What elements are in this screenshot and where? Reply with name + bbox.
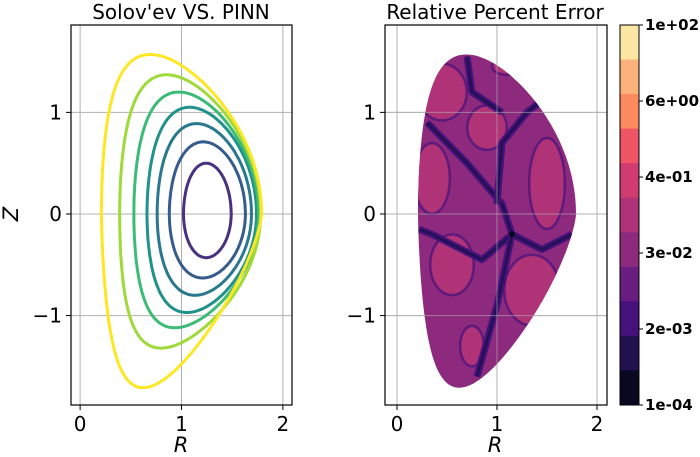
colorbar-tick-label: 6e+00 [645,92,699,110]
x-tick-label: 2 [277,412,290,436]
left-ylabel: Z [0,206,23,222]
colorbar-band [620,59,639,95]
colorbar-tick-label: 1e+02 [645,16,699,34]
left-ticks: 0 1 2 −1 0 1 [33,100,290,436]
error-blob [418,141,452,216]
error-field-region [418,54,576,388]
colorbar-tick-label: 2e-03 [645,320,693,338]
colorbar-band [620,94,639,130]
right-title: Relative Percent Error [386,0,604,24]
contour-line [118,73,263,350]
contour-line [182,161,233,260]
colorbar-band [620,301,639,337]
colorbar-band [620,370,639,406]
colorbar-band [620,197,639,233]
y-tick-label: 0 [49,202,62,226]
contour-lines [99,53,264,390]
left-title: Solov'ev VS. PINN [92,0,270,24]
colorbar-tick-label: 1e-04 [645,396,693,414]
colorbar-frame [619,24,640,406]
right-axes-frame [384,24,608,406]
right-panel: Relative Percent Error 0 1 2 −1 0 1 R [347,0,608,457]
contour-line [132,90,260,330]
left-xlabel: R [174,433,189,457]
contour-line [155,122,253,297]
x-tick-label: 0 [391,412,404,436]
colorbar-band [620,128,639,164]
contour-line [145,105,258,314]
x-tick-label: 1 [491,412,504,436]
error-field [418,54,576,388]
colorbar: 1e+02 6e+00 4e-01 3e-02 2e-03 1e-04 [619,16,699,414]
error-streak-core [426,121,573,251]
colorbar-band [620,232,639,268]
left-panel: Solov'ev VS. PINN 0 1 2 −1 0 1 R Z [0,0,293,457]
right-grid-overlay [385,25,607,405]
y-tick-label: 1 [363,100,376,124]
field-base [418,54,576,388]
y-tick-label: 0 [363,202,376,226]
x-tick-label: 0 [74,412,87,436]
error-blob [503,253,561,327]
colorbar-tick-label: 3e-02 [645,244,693,262]
y-tick-label: −1 [33,304,62,328]
right-ticks: 0 1 2 −1 0 1 [347,100,604,436]
x-tick-label: 2 [591,412,604,436]
colorbar-band [620,335,639,371]
y-tick-label: 1 [49,100,62,124]
error-blob [527,136,567,231]
colorbar-band [620,25,639,61]
x-tick-label: 1 [175,412,188,436]
right-xlabel: R [488,433,503,457]
contour-line [99,53,264,390]
colorbar-band [620,266,639,302]
contour-line [167,140,247,280]
colorbar-tick-label: 4e-01 [645,168,693,186]
error-blob [418,62,468,122]
error-streak-core [465,56,503,114]
error-minimum [509,231,515,238]
y-tick-label: −1 [347,304,376,328]
colorbar-band [620,163,639,199]
